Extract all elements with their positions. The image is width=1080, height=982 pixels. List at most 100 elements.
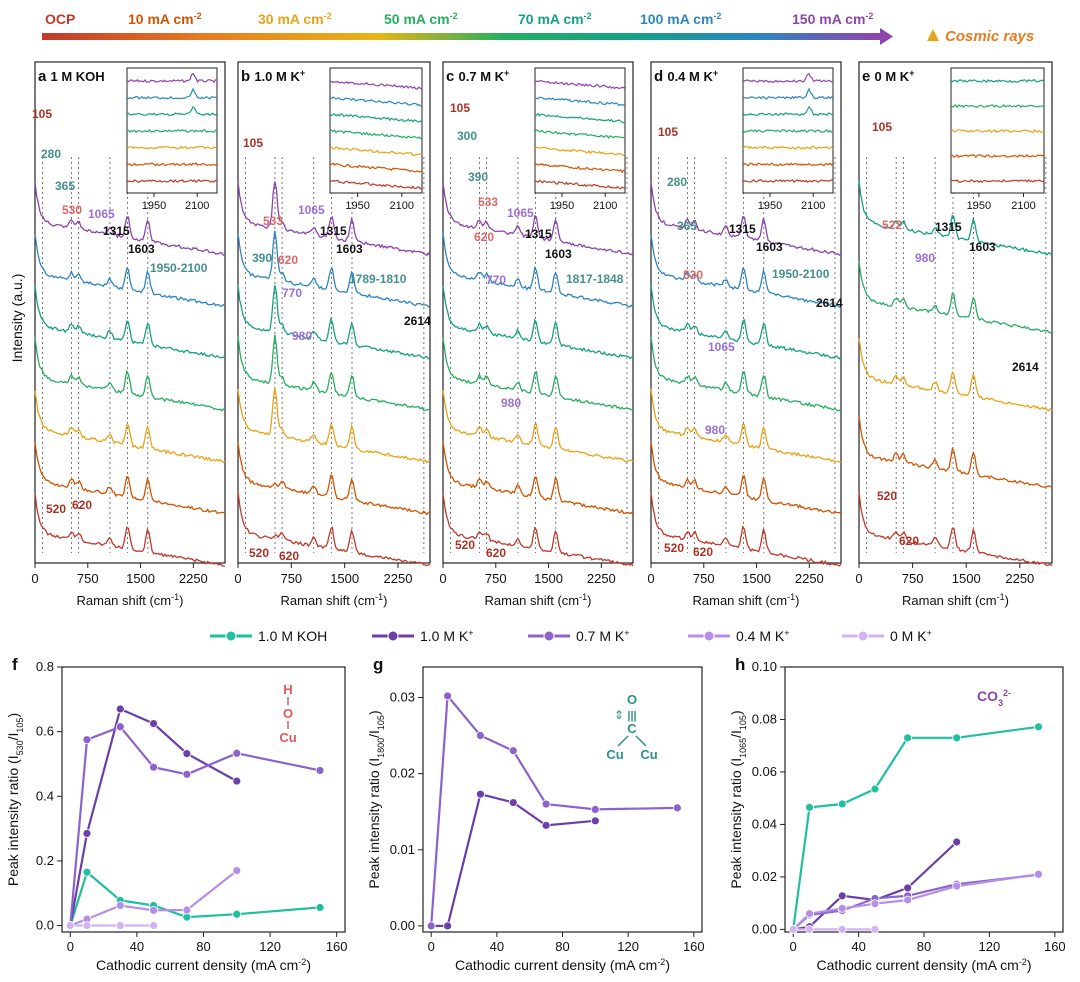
data-point: [82, 829, 92, 838]
peak-label: 620: [693, 545, 713, 559]
inset-curve: [126, 105, 218, 117]
ratio-chart-g: g 0 40 80 120 160 0.00 0.01 0.02 0.03 Cathodic cur…: [366, 655, 705, 973]
inset-tick-label: 1950: [345, 200, 369, 212]
peak-label: 520: [664, 541, 684, 555]
spectrum-panel-d: d 0.4 M K+ 0 750 1500 2250 Raman shift (cm-1)…: [647, 61, 843, 608]
peak-guides: [449, 157, 628, 553]
peak-label: 1315: [525, 227, 552, 241]
peak-guides: [41, 157, 149, 553]
y-tick-label: 0.10: [752, 659, 777, 674]
data-point: [476, 789, 485, 799]
annotation-Cu-left: Cu: [606, 747, 623, 762]
y-tick-label: 0.2: [36, 853, 54, 868]
data-point: [149, 905, 158, 915]
peak-label: 105: [243, 136, 263, 150]
data-point: [82, 867, 92, 877]
inset-curve: [126, 179, 218, 184]
spectrum-curve-4: [34, 285, 226, 359]
peak-label: 1065: [88, 207, 115, 221]
data-point: [805, 924, 814, 934]
x-tick-label: 2250: [587, 571, 616, 586]
legend-marker: [857, 630, 869, 642]
condition-label-2: 30 mA cm-2: [258, 11, 332, 27]
inset-curve: [534, 163, 626, 174]
spectrum-curve-1: [442, 441, 634, 515]
peak-label: 620: [72, 498, 92, 512]
peak-label: 620: [486, 546, 506, 560]
x-tick-label: 160: [326, 939, 348, 954]
peak-label: 2614: [1012, 360, 1039, 374]
data-point: [315, 766, 325, 775]
data-point: [443, 691, 453, 701]
x-tick-label: 750: [902, 571, 924, 586]
peak-label: 1603: [969, 240, 996, 254]
inset-curve: [329, 129, 423, 140]
legend-label: 0 M K+: [890, 628, 932, 644]
peak-label: 533: [478, 195, 498, 209]
panel-title: d 0.4 M K+: [654, 68, 718, 85]
annotation-O: O: [627, 692, 637, 707]
x-tick-label: 0: [234, 571, 241, 586]
peak-label: 1950-2100: [150, 261, 208, 275]
condition-label-3: 50 mA cm-2: [384, 11, 458, 27]
peak-label: 105: [658, 125, 678, 139]
data-point: [149, 921, 158, 930]
inset-curve: [126, 128, 218, 134]
x-tick-label: 1500: [952, 571, 981, 586]
x-axis-label: Raman shift (cm-1): [902, 592, 1009, 608]
panel-frame: [858, 61, 1053, 564]
data-point: [82, 921, 92, 930]
x-tick-label: 0: [67, 939, 74, 954]
peak-label: 520: [46, 502, 66, 516]
data-point: [903, 895, 913, 905]
spectrum-curve-3: [34, 337, 226, 412]
inset-curve: [126, 87, 218, 100]
inset-c: 1950 2100: [534, 67, 626, 212]
x-tick-label: 120: [979, 939, 1001, 954]
peak-label: 2614: [816, 296, 843, 310]
y-tick-label: 0.8: [36, 659, 54, 674]
spectrum-curve-3: [442, 337, 634, 412]
condition-label-6: 150 mA cm-2: [792, 11, 873, 27]
legend-label: 1.0 M K+: [420, 628, 474, 644]
x-tick-label: 1500: [126, 571, 155, 586]
x-tick-label: 750: [77, 571, 99, 586]
panel-title: b 1.0 M K+: [241, 68, 305, 85]
series-1-0-m-k-: [426, 789, 600, 931]
peak-label: 980: [705, 423, 725, 437]
data-point: [590, 816, 600, 826]
x-axis-label: Raman shift (cm-1): [693, 592, 800, 608]
condition-arrow-head: [880, 28, 893, 45]
spectrum-panel-a: a 1 M KOH 0 750 1500 2250 Raman shift (cm-1) 1…: [31, 61, 226, 608]
spectrum-curve-2: [237, 387, 431, 464]
peak-label: 105: [32, 107, 52, 121]
data-point: [182, 769, 192, 779]
x-tick-label: 2250: [1005, 571, 1034, 586]
annotation-triple-bond: |||: [627, 710, 636, 722]
annotation-C: C: [627, 721, 637, 736]
ratio-chart-f: f 0 40 80 120 160 0.0 0.2 0.4 0.6 0.8 Cathodic curr…: [5, 655, 348, 973]
inset-curve: [950, 104, 1045, 109]
peak-label: 280: [667, 175, 687, 189]
y-tick-label: 0.00: [390, 918, 415, 933]
inset-curve: [950, 129, 1045, 134]
data-point: [476, 731, 485, 740]
data-point: [837, 924, 847, 934]
inset-tick-label: 2100: [801, 200, 825, 212]
peak-label: 2614: [404, 314, 431, 328]
annotation-arrows: ⇕: [614, 708, 624, 722]
spectra-ylabel: Intensity (a.u.): [9, 274, 25, 363]
x-tick-label: 80: [917, 939, 931, 954]
data-point: [805, 909, 814, 919]
y-tick-label: 0.06: [752, 764, 777, 779]
peak-label: 530: [683, 268, 703, 282]
x-tick-label: 2250: [795, 571, 824, 586]
inset-curve: [534, 179, 626, 190]
x-tick-label: 120: [259, 939, 281, 954]
peak-label: 980: [501, 396, 521, 410]
data-point: [315, 903, 325, 912]
panel-letter: f: [12, 655, 18, 674]
peak-label: 1315: [935, 220, 962, 234]
inset-curve: [950, 79, 1045, 84]
